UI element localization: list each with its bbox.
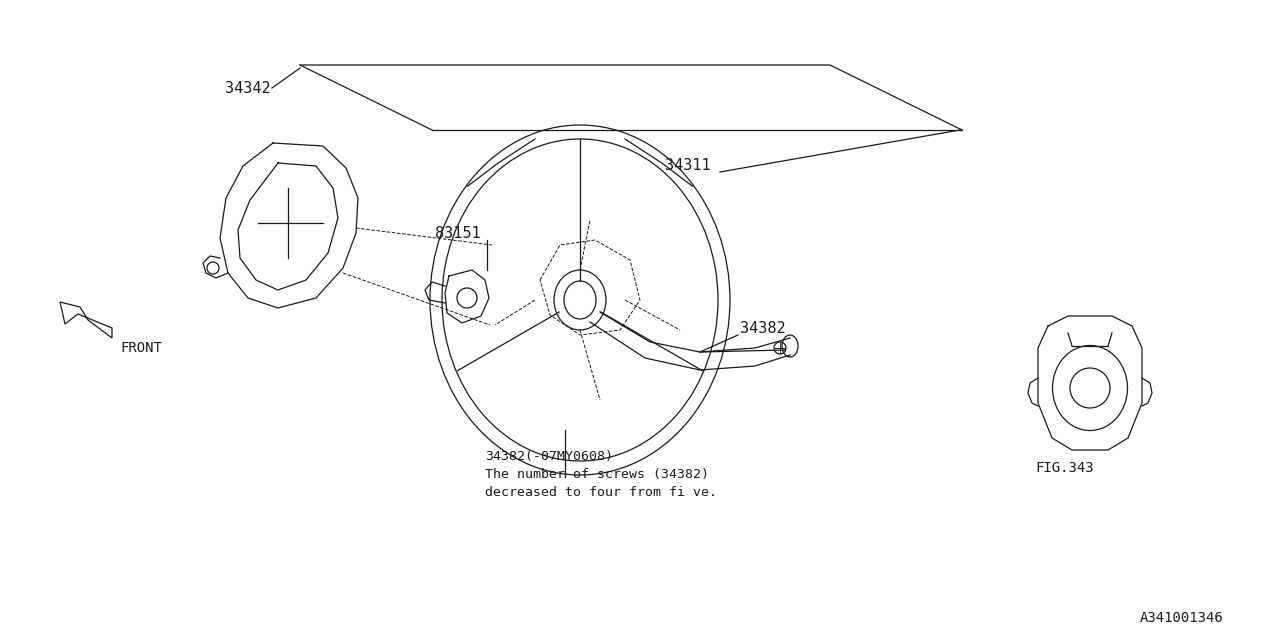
Text: 34311: 34311 — [666, 157, 710, 173]
Text: 83151: 83151 — [435, 225, 480, 241]
Text: FIG.343: FIG.343 — [1036, 461, 1093, 475]
Text: decreased to four from fi ve.: decreased to four from fi ve. — [485, 486, 717, 499]
Text: FRONT: FRONT — [120, 341, 161, 355]
Text: A341001346: A341001346 — [1140, 611, 1224, 625]
Text: The number of screws (34382): The number of screws (34382) — [485, 468, 709, 481]
Text: 34382(-07MY0608): 34382(-07MY0608) — [485, 450, 613, 463]
Text: 34382: 34382 — [740, 321, 786, 335]
Text: 34342: 34342 — [225, 81, 270, 95]
